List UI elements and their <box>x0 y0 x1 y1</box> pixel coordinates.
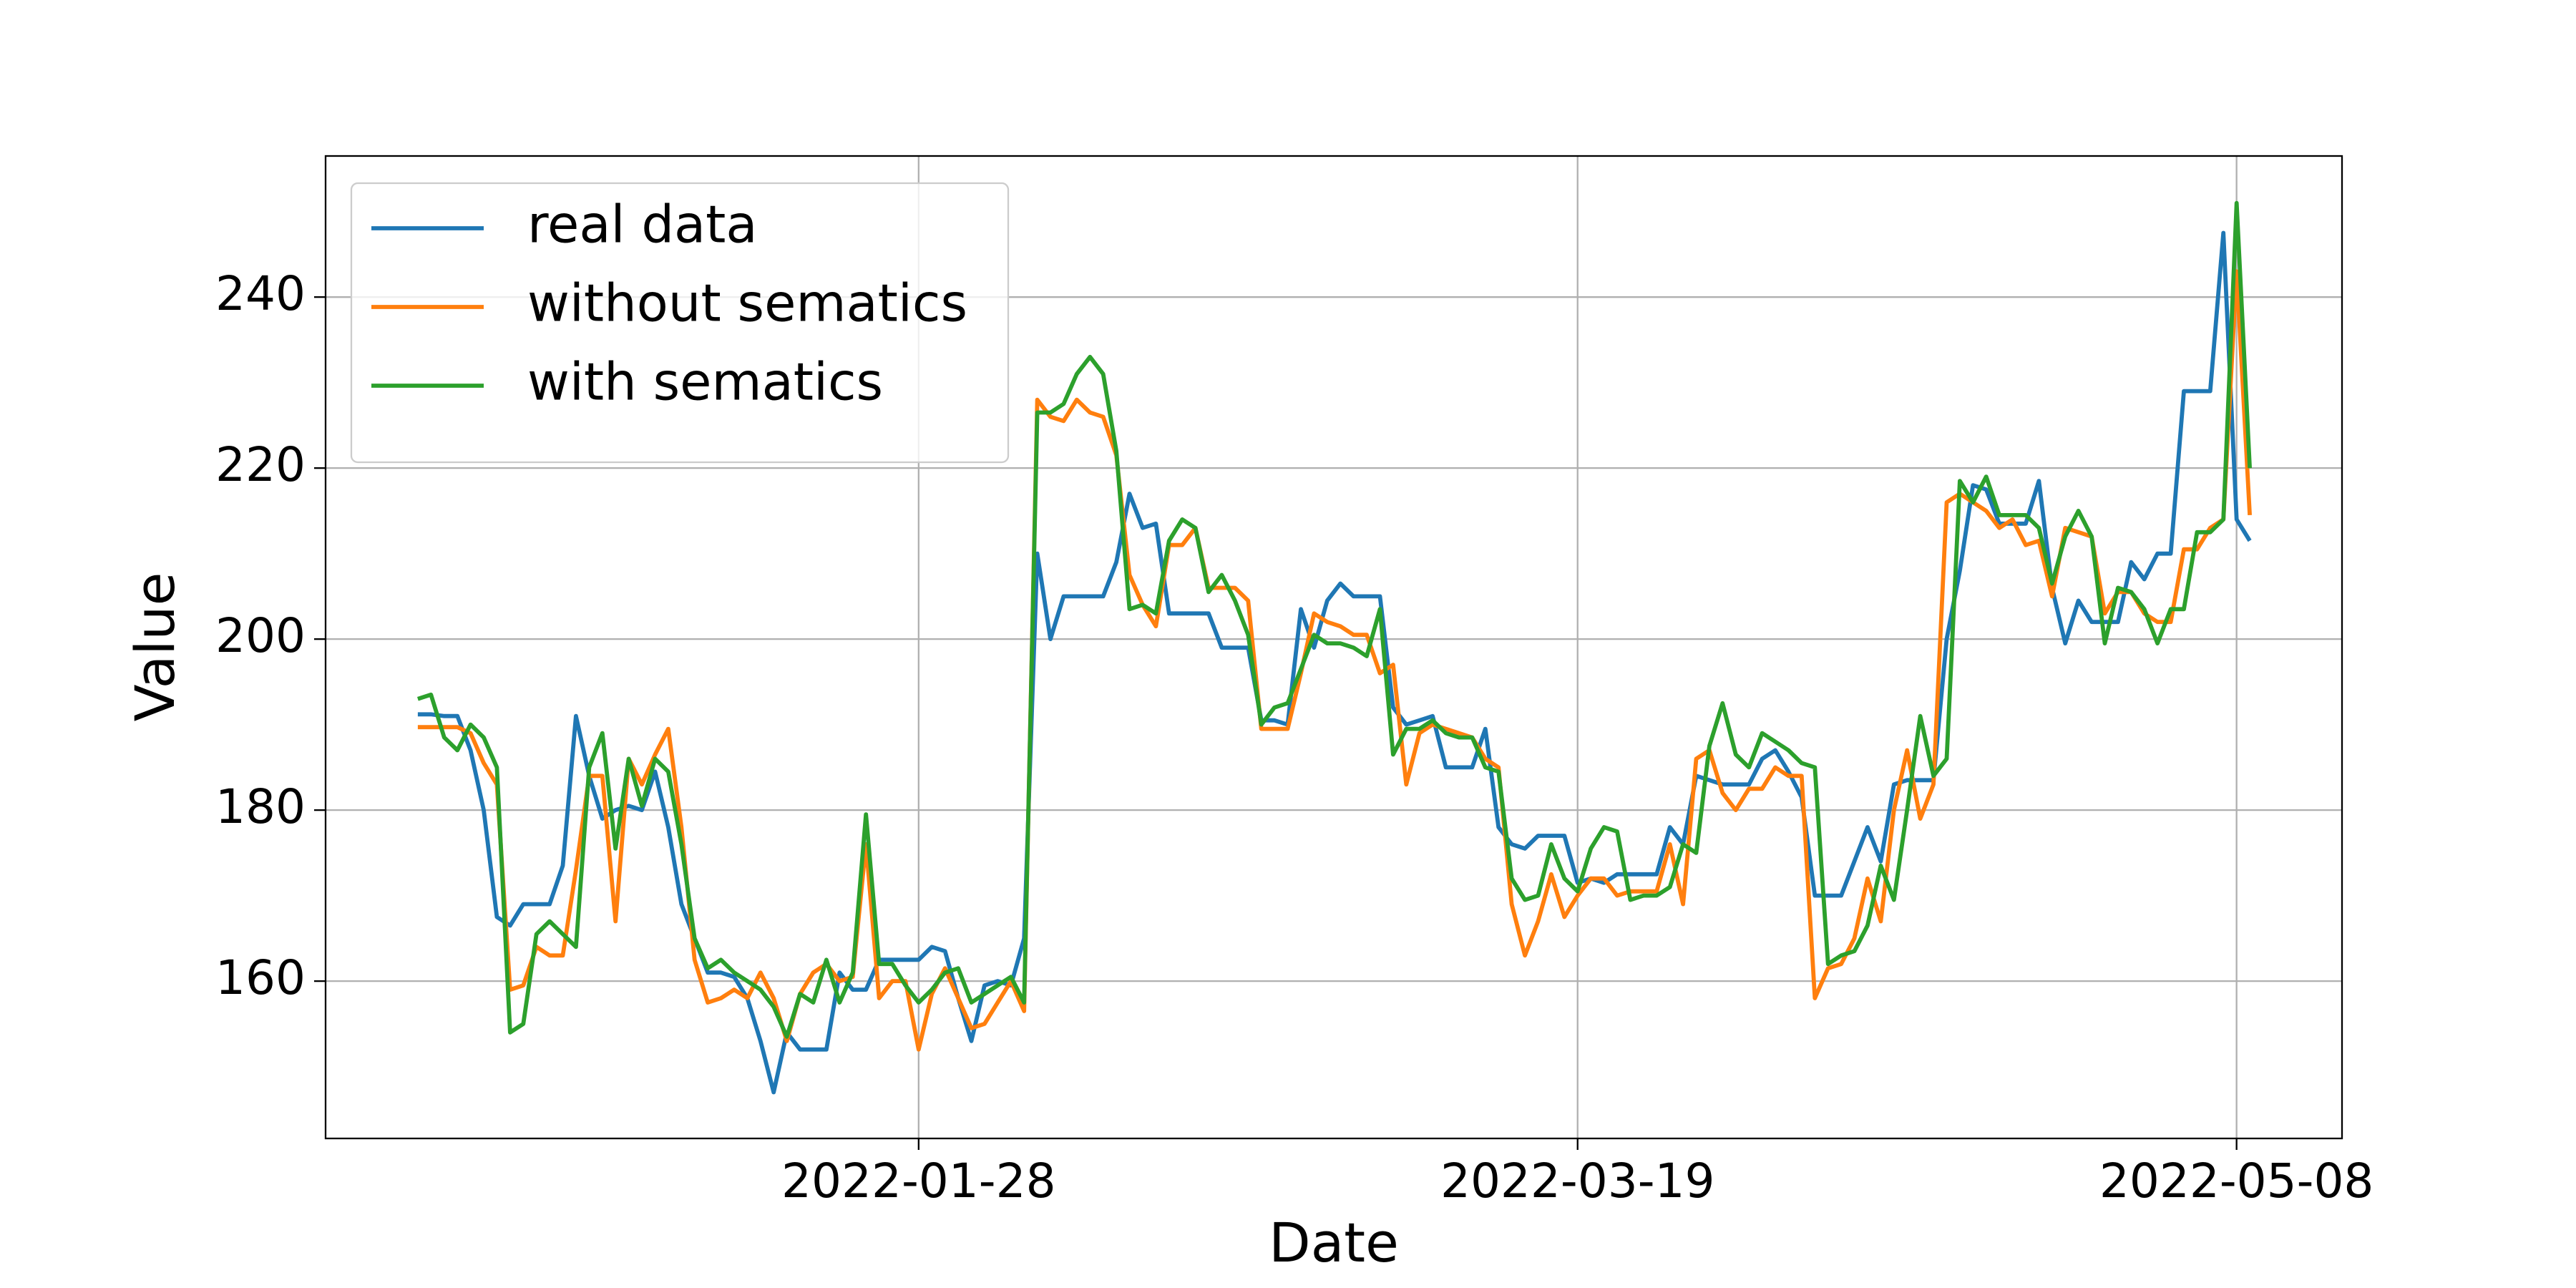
series-line <box>417 230 2252 1095</box>
y-tick-label: 240 <box>215 266 306 321</box>
y-axis-label: Value <box>123 572 187 722</box>
legend-label: real data <box>527 195 758 255</box>
legend-label: without sematics <box>527 273 967 333</box>
x-tick-label: 2022-05-08 <box>2099 1153 2374 1209</box>
y-tick-label: 200 <box>215 608 306 663</box>
plot-frame <box>324 155 2343 1140</box>
legend-box <box>350 182 1010 464</box>
y-tick-label: 220 <box>215 437 306 492</box>
x-axis-label: Date <box>1269 1211 1399 1274</box>
legend-label: with sematics <box>527 352 883 412</box>
y-tick-label: 180 <box>215 779 306 834</box>
y-tick-label: 160 <box>215 950 306 1005</box>
series-line <box>417 200 2252 1039</box>
x-tick-label: 2022-01-28 <box>781 1153 1056 1209</box>
x-tick-label: 2022-03-19 <box>1440 1153 1715 1209</box>
series-line <box>417 269 2252 1052</box>
